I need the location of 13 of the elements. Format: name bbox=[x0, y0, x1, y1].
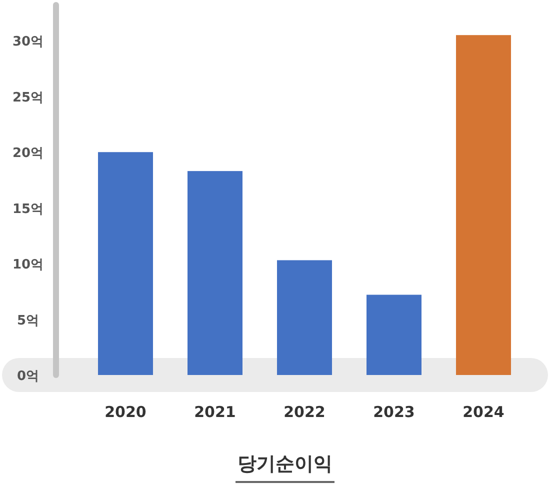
x-tick-label: 2020 bbox=[104, 403, 146, 421]
x-tick-label: 2023 bbox=[373, 403, 415, 421]
y-tick-label: 15억 bbox=[12, 202, 44, 217]
y-tick-label: 5억 bbox=[16, 313, 40, 328]
text: 당기순이익 bbox=[238, 453, 332, 475]
y-tick-label: 10억 bbox=[12, 258, 44, 273]
x-tick-label: 2024 bbox=[462, 403, 504, 421]
x-tick-label: 2021 bbox=[194, 403, 236, 421]
y-tick-label: 0억 bbox=[16, 369, 40, 384]
y-tick-label: 20억 bbox=[12, 146, 44, 162]
x-tick-label: 2022 bbox=[284, 403, 326, 421]
y-tick-label: 25억 bbox=[12, 90, 44, 106]
y-tick-label: 30억 bbox=[12, 34, 44, 50]
